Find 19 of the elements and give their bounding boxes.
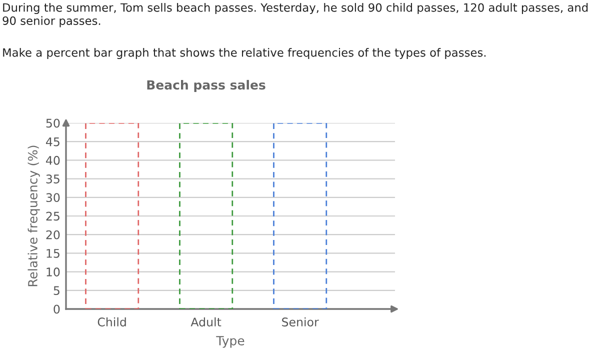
x-tick-label: Child — [98, 317, 126, 326]
x-axis-title: Type — [216, 336, 244, 348]
y-tick-label: 40 — [46, 156, 60, 165]
text: During the summer, Tom sells beach passes. Yesterday, he sold 90 child passes, 120 adult passes, and 90 senior passes. — [2, 3, 588, 28]
y-tick-label: 15 — [46, 249, 60, 258]
text: Make a percent bar graph that shows the relative frequencies of the types of passes. — [3, 48, 486, 60]
y-tick-label: 45 — [46, 137, 60, 146]
y-tick-label: 30 — [46, 193, 60, 202]
y-tick-label: 35 — [46, 174, 60, 184]
y-tick-label: 25 — [46, 212, 60, 221]
y-tick-label: 5 — [54, 286, 60, 296]
y-tick-label: 0 — [54, 304, 60, 314]
y-tick-label: 20 — [46, 230, 60, 240]
x-tick-label: Senior — [282, 317, 319, 326]
x-tick-label: Adult — [190, 317, 222, 326]
y-tick-label: 10 — [46, 268, 60, 276]
y-axis-title: Relative frequency (%) — [28, 146, 40, 286]
chart-title: Beach pass sales — [147, 80, 266, 92]
y-tick-label: 50 — [46, 118, 60, 128]
